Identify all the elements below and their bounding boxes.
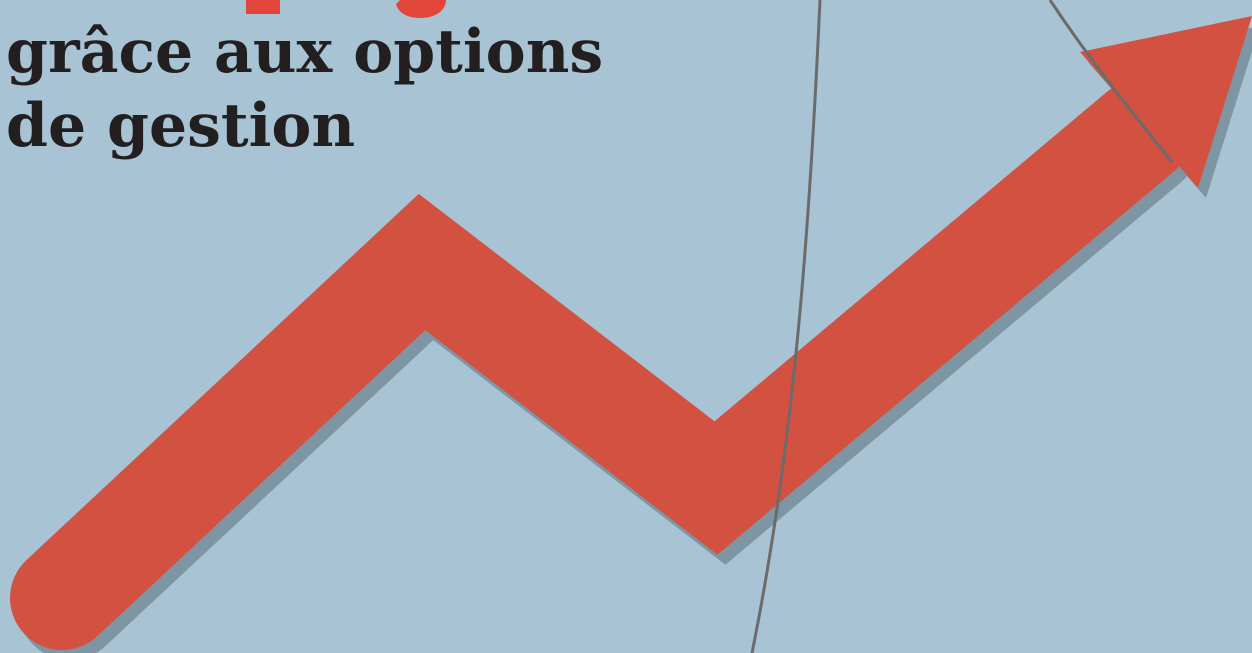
arrow-body	[10, 80, 1192, 650]
cut-letter	[396, 0, 446, 18]
thin-line	[1048, 0, 1174, 163]
headline-line: grâce aux options	[6, 17, 603, 87]
headline-line: de gestion	[6, 91, 355, 161]
thin-line	[750, 0, 822, 653]
arrow-head	[1080, 16, 1252, 188]
cut-letter	[246, 0, 280, 14]
